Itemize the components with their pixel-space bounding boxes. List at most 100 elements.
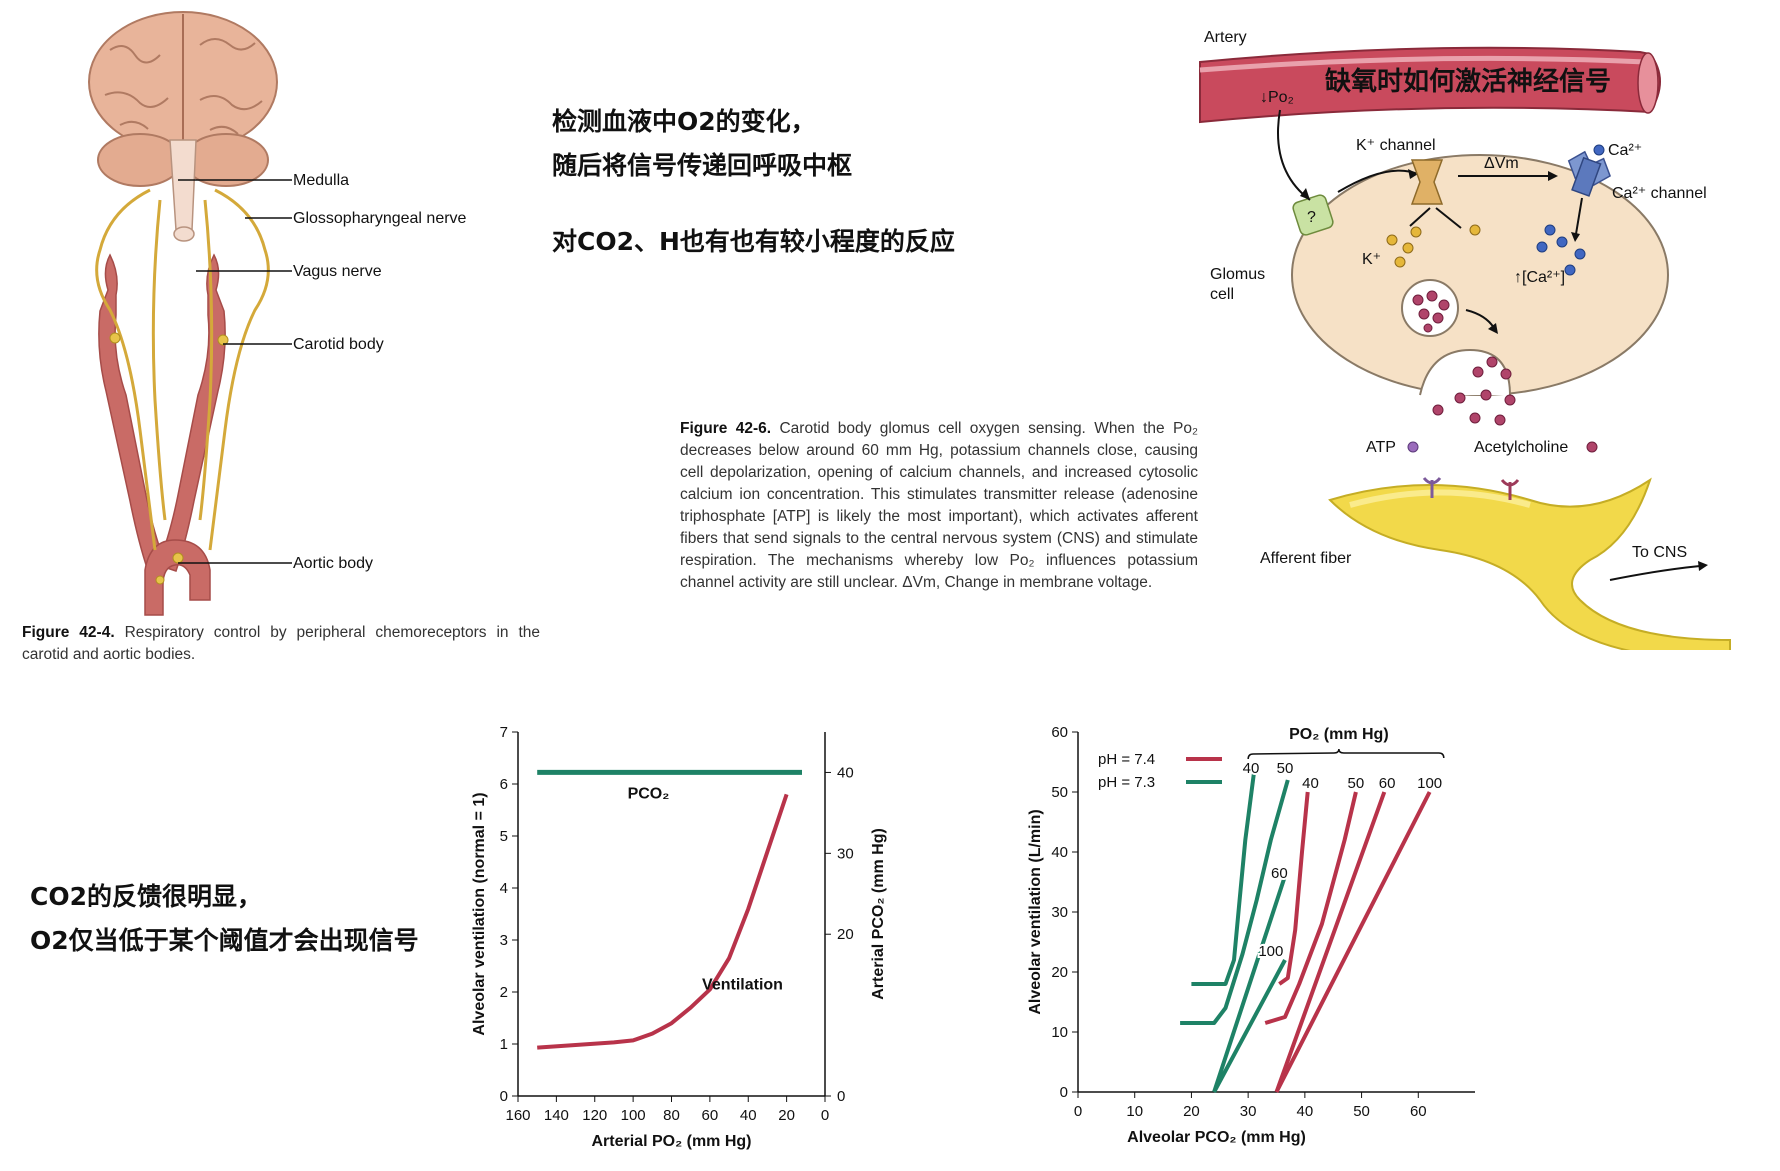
y-tick-label: 2 bbox=[500, 984, 508, 1001]
y-tick-label: 3 bbox=[500, 932, 508, 949]
series-line bbox=[1274, 791, 1432, 1093]
y2-axis-title: Arterial PCO₂ (mm Hg) bbox=[870, 828, 887, 1000]
series-po2-label: 60 bbox=[1379, 775, 1396, 792]
k-channel-icon bbox=[1410, 159, 1444, 205]
label-glomus-2: cell bbox=[1210, 286, 1234, 303]
y-axis-title: Alveolar ventilation (normal = 1) bbox=[471, 792, 488, 1035]
series-po2-label: 40 bbox=[1302, 775, 1319, 792]
y-tick-label: 6 bbox=[500, 776, 508, 793]
label-glomus-1: Glomus bbox=[1210, 266, 1265, 283]
label-ca-channel: Ca²⁺ channel bbox=[1612, 185, 1707, 202]
series-po2-label: 100 bbox=[1258, 943, 1283, 960]
y-tick-label: 0 bbox=[1060, 1084, 1068, 1101]
series-line bbox=[1212, 959, 1287, 1093]
label-glossopharyngeal: Glossopharyngeal nerve bbox=[293, 210, 467, 227]
y2-tick-label: 30 bbox=[837, 845, 854, 862]
legend-brace bbox=[1247, 748, 1445, 760]
nerve-illustration bbox=[95, 188, 270, 551]
label-k-channel: K⁺ channel bbox=[1356, 137, 1436, 154]
y-tick-label: 7 bbox=[500, 724, 508, 741]
x-axis-title: Arterial PO₂ (mm Hg) bbox=[591, 1133, 751, 1150]
label-dvm: ΔVm bbox=[1484, 155, 1519, 172]
x-tick-label: 100 bbox=[621, 1107, 646, 1124]
series-line bbox=[1264, 791, 1358, 1025]
note-top: 检测血液中O2的变化， 随后将信号传递回呼吸中枢 对CO2、H也有也有较小程度的… bbox=[552, 100, 955, 264]
series-po2-label: 60 bbox=[1271, 865, 1288, 882]
label-to-cns: To CNS bbox=[1632, 544, 1687, 561]
legend-label: pH = 7.3 bbox=[1098, 774, 1155, 791]
series-po2-label: 100 bbox=[1417, 775, 1442, 792]
label-afferent: Afferent fiber bbox=[1260, 550, 1352, 567]
x-tick-label: 0 bbox=[1074, 1103, 1082, 1120]
x-tick-label: 50 bbox=[1353, 1103, 1370, 1120]
caption-6-text: Carotid body glomus cell oxygen sensing.… bbox=[680, 420, 1199, 591]
x-tick-label: 160 bbox=[505, 1107, 530, 1124]
series-line bbox=[1278, 791, 1310, 986]
x-tick-label: 80 bbox=[663, 1107, 680, 1124]
note-top-line3: 对CO2、H也有也有较小程度的反应 bbox=[552, 227, 955, 256]
figure-42-4-caption: Figure 42-4. Respiratory control by peri… bbox=[22, 622, 540, 666]
series-pco2-label: PCO₂ bbox=[628, 785, 670, 802]
x-tick-label: 60 bbox=[702, 1107, 719, 1124]
artery-illustration bbox=[98, 253, 226, 616]
y-tick-label: 40 bbox=[1051, 844, 1068, 861]
label-vagus: Vagus nerve bbox=[293, 263, 382, 280]
y2-tick-label: 0 bbox=[837, 1088, 845, 1105]
series-line bbox=[1274, 791, 1387, 1093]
note-left: CO2的反馈很明显， O2仅当低于某个阈值才会出现信号 bbox=[30, 875, 419, 963]
ca-channel-icon bbox=[1567, 150, 1611, 197]
receptor-icon-ach bbox=[1500, 479, 1520, 500]
label-carotid: Carotid body bbox=[293, 336, 384, 353]
x-tick-label: 0 bbox=[821, 1107, 829, 1124]
y-tick-label: 50 bbox=[1051, 784, 1068, 801]
x-tick-label: 40 bbox=[740, 1107, 757, 1124]
label-ca-rise: ↑[Ca²⁺] bbox=[1514, 269, 1565, 286]
x-tick-label: 140 bbox=[544, 1107, 569, 1124]
figure-42-6-caption: Figure 42-6. Carotid body glomus cell ox… bbox=[680, 418, 1198, 594]
y-tick-label: 1 bbox=[500, 1036, 508, 1053]
label-ach: Acetylcholine bbox=[1474, 439, 1568, 456]
note-top-line1: 检测血液中O2的变化， bbox=[552, 107, 816, 136]
x-tick-label: 20 bbox=[778, 1107, 795, 1124]
artery-vessel bbox=[1199, 46, 1661, 124]
y-axis-title: Alveolar ventilation (L/min) bbox=[1027, 809, 1044, 1014]
y-tick-label: 5 bbox=[500, 828, 508, 845]
x-tick-label: 30 bbox=[1240, 1103, 1257, 1120]
note-left-line1: CO2的反馈很明显， bbox=[30, 882, 262, 911]
series-line bbox=[1191, 773, 1256, 986]
label-po2: ↓Po₂ bbox=[1260, 89, 1294, 106]
caption-label: Figure 42-4. bbox=[22, 624, 115, 641]
label-aortic: Aortic body bbox=[293, 555, 373, 572]
series-po2-label: 50 bbox=[1348, 775, 1365, 792]
y2-tick-label: 40 bbox=[837, 764, 854, 781]
x-axis-title: Alveolar PCO₂ (mm Hg) bbox=[1127, 1129, 1306, 1146]
caption-text: Respiratory control by peripheral chemor… bbox=[22, 624, 540, 663]
y2-tick-label: 20 bbox=[837, 926, 854, 943]
label-atp: ATP bbox=[1366, 439, 1396, 456]
series-line bbox=[1180, 779, 1290, 1025]
series-po2-label: 50 bbox=[1277, 760, 1294, 777]
x-tick-label: 40 bbox=[1297, 1103, 1314, 1120]
x-tick-label: 20 bbox=[1183, 1103, 1200, 1120]
label-k-ion: K⁺ bbox=[1362, 251, 1381, 268]
anatomy-figure: Medulla Glossopharyngeal nerve Vagus ner… bbox=[88, 11, 467, 616]
y-tick-label: 10 bbox=[1051, 1024, 1068, 1041]
note-left-line2: O2仅当低于某个阈值才会出现信号 bbox=[30, 926, 419, 955]
series-ventilation-line bbox=[537, 793, 789, 1050]
receptor-icon-atp bbox=[1422, 477, 1442, 498]
x-tick-label: 60 bbox=[1410, 1103, 1427, 1120]
diagram-title: 缺氧时如何激活神经信号 bbox=[1325, 66, 1611, 97]
y-tick-label: 60 bbox=[1051, 724, 1068, 741]
note-top-line2: 随后将信号传递回呼吸中枢 bbox=[552, 151, 853, 180]
y-tick-label: 0 bbox=[500, 1088, 508, 1105]
glomus-diagram: Artery ↓Po₂ 缺氧时如何激活神经信号 Glomus cell ? K⁺… bbox=[1199, 29, 1731, 650]
ventilation-vs-pco2-chart: 0 10 20 30 40 50 60 0 10 20 30 40 50 60 Alveolar PCO₂ … bbox=[1027, 724, 1475, 1146]
y-tick-label: 30 bbox=[1051, 904, 1068, 921]
y-tick-label: 20 bbox=[1051, 964, 1068, 981]
label-question: ? bbox=[1307, 209, 1316, 226]
x-tick-label: 10 bbox=[1126, 1103, 1143, 1120]
afferent-fiber bbox=[1328, 477, 1731, 650]
series-line bbox=[1212, 875, 1287, 1093]
legend-label: pH = 7.4 bbox=[1098, 751, 1155, 768]
